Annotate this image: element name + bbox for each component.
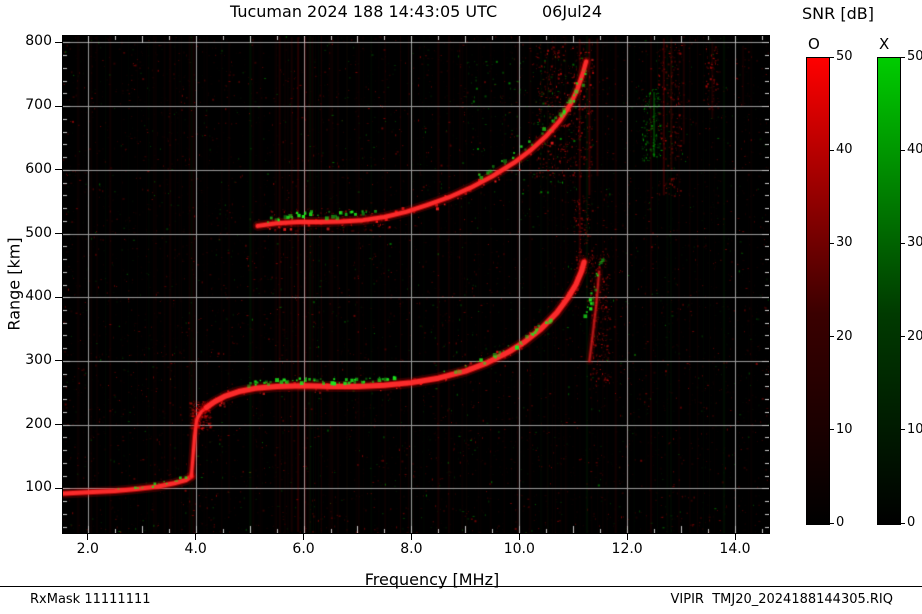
ionogram-canvas: [62, 35, 770, 534]
x-axis-tick-label: 4.0: [184, 541, 207, 557]
x-axis-tick: [195, 534, 197, 540]
o-colorbar: [806, 57, 830, 525]
y-axis-label: Range [km]: [4, 237, 24, 331]
x-axis-tick: [626, 534, 628, 540]
y-axis-tick: [55, 424, 62, 426]
x-axis-tick: [518, 534, 520, 540]
footer-rxmask: RxMask 11111111: [30, 592, 151, 607]
colorbar-title: SNR [dB]: [802, 4, 874, 23]
colorbar-tick-label: 10: [836, 421, 853, 437]
y-axis-tick-label: 200: [25, 415, 52, 432]
x-axis-tick-label: 2.0: [76, 541, 99, 557]
x-axis-tick: [303, 534, 305, 540]
colorbar-tick: [900, 56, 905, 58]
colorbar-tick: [829, 149, 834, 151]
x-axis-tick-label: 10.0: [503, 541, 535, 557]
x-mode-label: X: [879, 35, 890, 53]
x-colorbar: [877, 57, 901, 525]
colorbar-tick: [829, 336, 834, 338]
x-axis-tick-label: 6.0: [292, 541, 315, 557]
x-axis-tick: [410, 534, 412, 540]
colorbar-tick-label: 20: [907, 328, 922, 344]
y-axis-tick-label: 300: [25, 351, 52, 368]
y-axis-tick: [55, 296, 62, 298]
plot-title: Tucuman 2024 188 14:43:05 UTC: [230, 2, 498, 21]
colorbar-tick-label: 0: [907, 515, 916, 530]
y-axis-tick: [55, 41, 62, 43]
colorbar-tick-label: 30: [907, 235, 922, 251]
colorbar-tick: [829, 242, 834, 244]
colorbar-tick: [900, 336, 905, 338]
x-axis-tick-label: 14.0: [719, 541, 751, 557]
y-axis-tick: [55, 360, 62, 362]
x-axis-tick: [87, 534, 89, 540]
x-axis-tick-label: 12.0: [611, 541, 643, 557]
y-axis-tick-label: 800: [25, 33, 52, 50]
colorbar-tick: [900, 522, 905, 524]
y-axis-tick-label: 700: [25, 97, 52, 114]
colorbar-tick-label: 50: [836, 49, 853, 64]
colorbar-tick: [900, 242, 905, 244]
colorbar-tick: [829, 56, 834, 58]
colorbar-tick-label: 40: [907, 142, 922, 158]
y-axis-tick: [55, 233, 62, 235]
colorbar-tick-label: 50: [907, 49, 922, 64]
colorbar-tick-label: 20: [836, 328, 853, 344]
colorbar-tick-label: 30: [836, 235, 853, 251]
plot-date: 06Jul24: [542, 2, 603, 21]
colorbar-tick-label: 0: [836, 515, 845, 530]
y-axis-tick-label: 600: [25, 160, 52, 177]
y-axis-tick-label: 500: [25, 224, 52, 241]
footer-divider: [0, 586, 922, 587]
o-mode-label: O: [808, 35, 820, 53]
colorbar-tick: [900, 149, 905, 151]
colorbar-tick: [829, 429, 834, 431]
x-axis-label: Frequency [MHz]: [364, 570, 500, 589]
y-axis-tick-label: 100: [25, 479, 52, 496]
y-axis-tick: [55, 169, 62, 171]
footer-filename: VIPIR TMJ20_2024188144305.RIQ: [670, 592, 894, 607]
y-axis-tick: [55, 105, 62, 107]
colorbar-tick-label: 40: [836, 142, 853, 158]
colorbar-tick-label: 10: [907, 421, 922, 437]
y-axis-tick: [55, 487, 62, 489]
colorbar-tick: [900, 429, 905, 431]
y-axis-tick-label: 400: [25, 288, 52, 305]
x-axis-tick: [734, 534, 736, 540]
x-axis-tick-label: 8.0: [400, 541, 423, 557]
colorbar-tick: [829, 522, 834, 524]
